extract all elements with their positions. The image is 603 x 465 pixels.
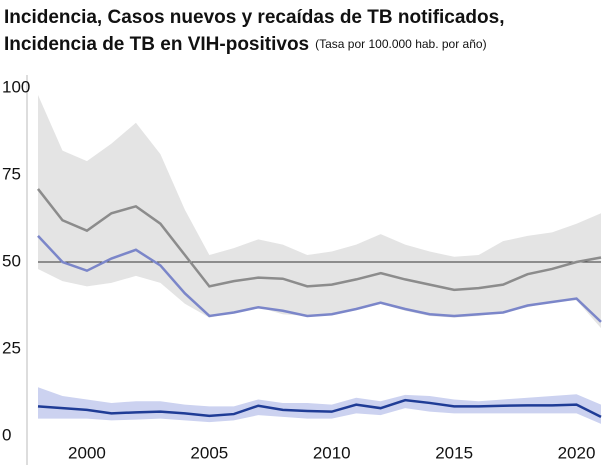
- line: [37, 235, 602, 323]
- x-tick-label: 2010: [313, 443, 351, 462]
- y-tick-label: 50: [2, 251, 21, 270]
- chart-title: Incidencia, Casos nuevos y recaídas de T…: [4, 7, 505, 28]
- x-tick-label: 2015: [435, 443, 473, 462]
- x-tick-label: 2020: [558, 443, 596, 462]
- x-tick-label: 2005: [190, 443, 228, 462]
- line: [37, 398, 602, 418]
- y-tick-label: 0: [2, 425, 11, 444]
- uncertainty-band: [38, 387, 601, 424]
- y-tick-label: 100: [2, 77, 30, 96]
- chart-title: Incidencia de TB en VIH-positivos (Tasa p…: [4, 34, 487, 55]
- x-tick-label: 2000: [68, 443, 106, 462]
- y-tick-label: 25: [2, 338, 21, 357]
- y-tick-label: 75: [2, 164, 21, 183]
- line: [37, 188, 602, 292]
- uncertainty-band: [38, 94, 601, 329]
- chart-title: Incidencia de TB en VIH-positivos: [4, 34, 309, 55]
- chart-subtitle: (Tasa por 100.000 hab. por año): [315, 37, 486, 51]
